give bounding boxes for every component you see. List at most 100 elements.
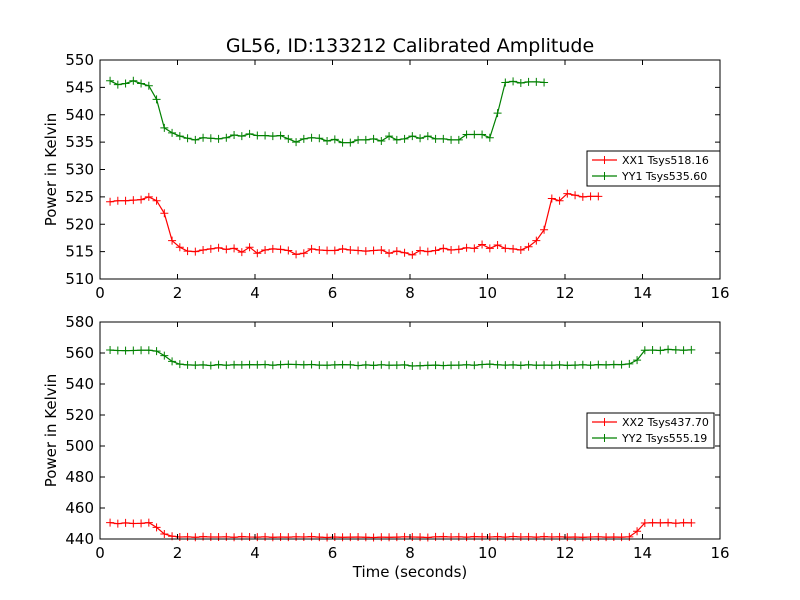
top-x-tick-label: 8: [405, 284, 415, 302]
top-series-2-point: [369, 134, 378, 143]
top-x-tick-label: 10: [478, 284, 497, 302]
top-series-1-point: [454, 245, 463, 254]
bottom-series-2-point: [687, 345, 696, 354]
bottom-series-2-point: [540, 361, 549, 370]
bottom-series-1-point: [656, 518, 665, 527]
bottom-series-1-point: [338, 533, 347, 542]
bottom-series-1-point: [284, 533, 293, 542]
bottom-series-1-point: [602, 533, 611, 542]
top-series-1-point: [261, 245, 270, 254]
top-y-tick-label: 525: [65, 188, 94, 206]
bottom-series-1-point: [640, 519, 649, 528]
bottom-series-1-point: [121, 518, 130, 527]
top-series-2-point: [524, 77, 533, 86]
bottom-x-tick-label: 12: [555, 544, 574, 562]
bottom-series-2-point: [563, 361, 572, 370]
bottom-series-1-point: [214, 532, 223, 541]
bottom-series-2-point: [431, 361, 440, 370]
top-series-1-point: [268, 244, 277, 253]
top-series-2-point: [222, 133, 231, 142]
top-series-1-point: [299, 249, 308, 258]
bottom-y-tick-label: 580: [65, 313, 94, 331]
bottom-series-1-point: [230, 533, 239, 542]
bottom-series-2-point: [361, 360, 370, 369]
top-series-1-point: [509, 244, 518, 253]
bottom-y-tick-label: 460: [65, 499, 94, 517]
bottom-series-1-point: [113, 519, 122, 528]
top-series-2-point: [431, 134, 440, 143]
top-series-1-point: [222, 245, 231, 254]
bottom-series-2-point: [470, 361, 479, 370]
bottom-series-2-point: [547, 361, 556, 370]
top-series-2-point: [385, 132, 394, 141]
top-series-2-point: [268, 132, 277, 141]
bottom-x-tick-label: 16: [710, 544, 729, 562]
bottom-series-2-point: [493, 360, 502, 369]
top-series-2-point: [493, 109, 502, 118]
top-series-1-point: [307, 244, 316, 253]
top-series-2-point: [137, 79, 146, 88]
bottom-legend-marker-1: [600, 418, 609, 426]
bottom-series-2-point: [253, 360, 262, 369]
chart-title: GL56, ID:133212 Calibrated Amplitude: [226, 35, 594, 57]
bottom-y-tick-label: 440: [65, 530, 94, 548]
top-series-1-point: [540, 225, 549, 234]
bottom-legend-label-2: YY2 Tsys555.19: [621, 432, 707, 445]
top-series-2-point: [454, 135, 463, 144]
bottom-series-1-point: [106, 518, 115, 527]
bottom-series-2-point: [462, 360, 471, 369]
bottom-y-tick-label: 520: [65, 406, 94, 424]
bottom-series-2-point: [245, 360, 254, 369]
bottom-series-2-point: [315, 361, 324, 370]
bottom-series-2-point: [222, 361, 231, 370]
bottom-y-axis-label: Power in Kelvin: [42, 374, 60, 488]
top-series-2-point: [323, 137, 332, 146]
top-x-tick-label: 16: [710, 284, 729, 302]
bottom-x-tick-label: 14: [633, 544, 652, 562]
bottom-series-2-point: [416, 361, 425, 370]
top-series-2-point: [129, 76, 138, 85]
top-series-1-point: [323, 246, 332, 255]
top-series-1-point: [571, 191, 580, 200]
top-series-2-point: [532, 77, 541, 86]
top-y-axis-label: Power in Kelvin: [42, 113, 60, 227]
top-series-2-point: [175, 132, 184, 141]
top-series-1-point: [284, 246, 293, 255]
bottom-series-1-point: [609, 532, 618, 541]
top-x-tick-label: 4: [250, 284, 260, 302]
bottom-series-2-point: [144, 346, 153, 355]
top-series-1-point: [206, 244, 215, 253]
top-series-2-point: [307, 133, 316, 142]
top-series-2-point: [183, 134, 192, 143]
bottom-series-1-point: [392, 533, 401, 542]
top-series-1-point: [276, 245, 285, 254]
bottom-series-2-point: [183, 360, 192, 369]
top-series-1-point: [253, 249, 262, 258]
top-series-1-point: [354, 246, 363, 255]
bottom-series-2-point: [648, 346, 657, 355]
top-series-1-point: [237, 248, 246, 257]
bottom-series-2-point: [338, 360, 347, 369]
bottom-y-tick-label: 480: [65, 468, 94, 486]
bottom-series-1-point: [160, 530, 169, 539]
bottom-series-2-point: [354, 361, 363, 370]
bottom-series-2-point: [633, 356, 642, 365]
top-series-2-point: [152, 95, 161, 104]
bottom-series-2-point: [532, 361, 541, 370]
top-series-1-point: [230, 244, 239, 253]
top-series-2-point: [315, 134, 324, 143]
bottom-series-2-point: [330, 360, 339, 369]
bottom-series-2-point: [299, 360, 308, 369]
top-series-2-point: [516, 78, 525, 87]
top-series-2-point: [206, 134, 215, 143]
top-plot-panel: 0 2 4 6 8 10 12 14 16 510 515 520 525 530 535 540 545 550…: [42, 51, 730, 302]
bottom-legend-box: [586, 412, 715, 449]
top-y-tick-label: 550: [65, 51, 94, 69]
top-series-1-point: [524, 242, 533, 251]
bottom-series-2-point: [571, 361, 580, 370]
top-series-2-point: [400, 134, 409, 143]
top-series-2-point: [447, 135, 456, 144]
bottom-series-1-point: [276, 532, 285, 541]
